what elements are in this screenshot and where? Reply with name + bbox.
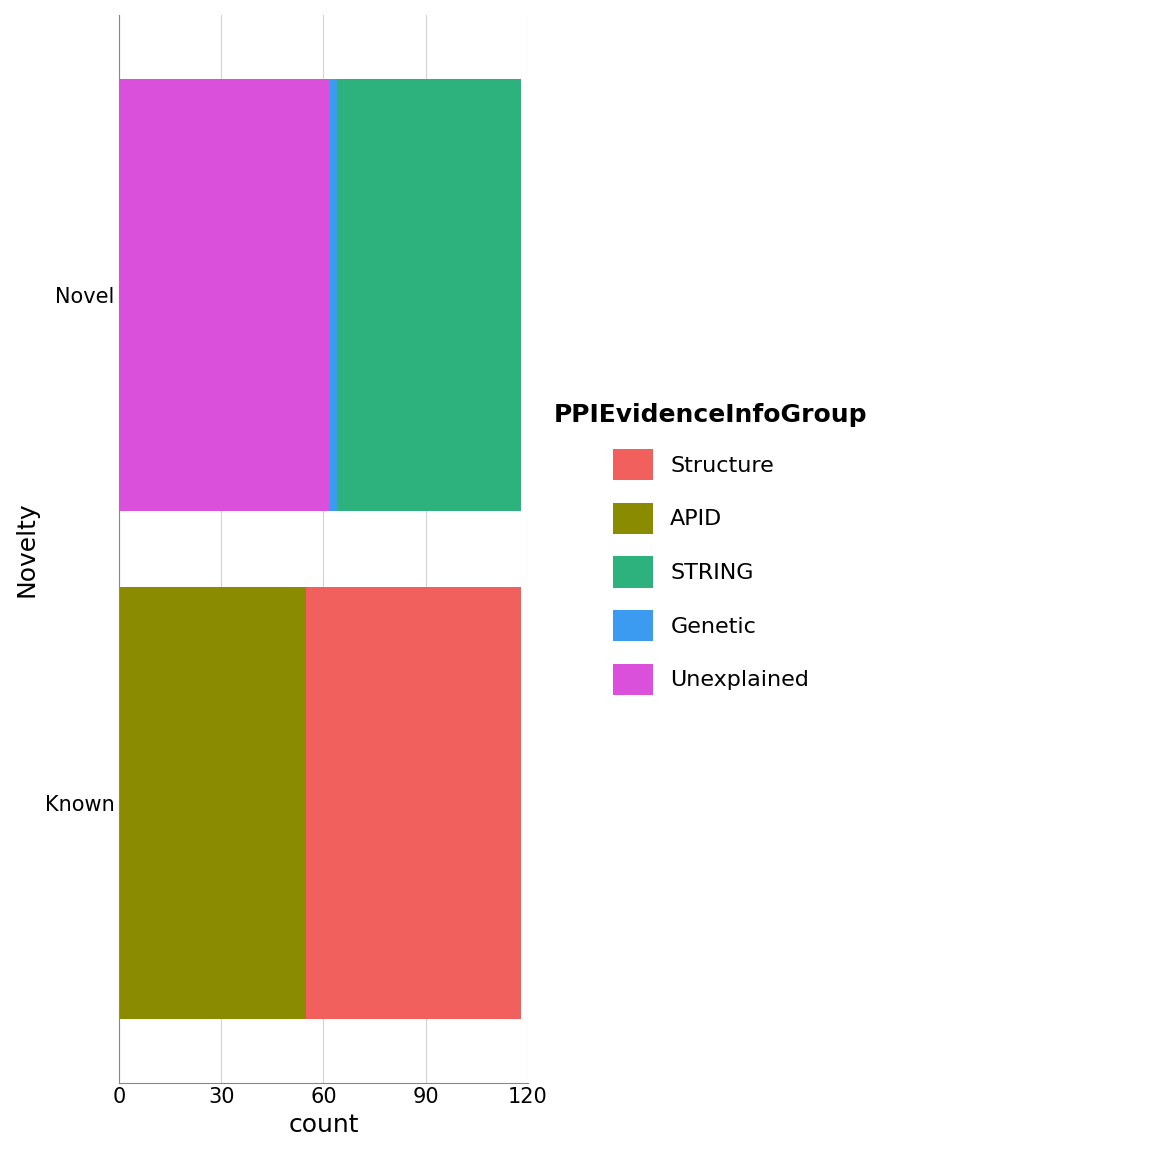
Bar bbox=[119, 78, 331, 510]
X-axis label: count: count bbox=[288, 1113, 358, 1137]
Legend: Structure, APID, STRING, Genetic, Unexplained: Structure, APID, STRING, Genetic, Unexpl… bbox=[543, 392, 879, 706]
Bar bbox=[331, 78, 338, 510]
Bar bbox=[119, 586, 306, 1020]
Bar bbox=[306, 586, 521, 1020]
Y-axis label: Novelty: Novelty bbox=[15, 501, 39, 597]
Bar bbox=[338, 78, 521, 510]
